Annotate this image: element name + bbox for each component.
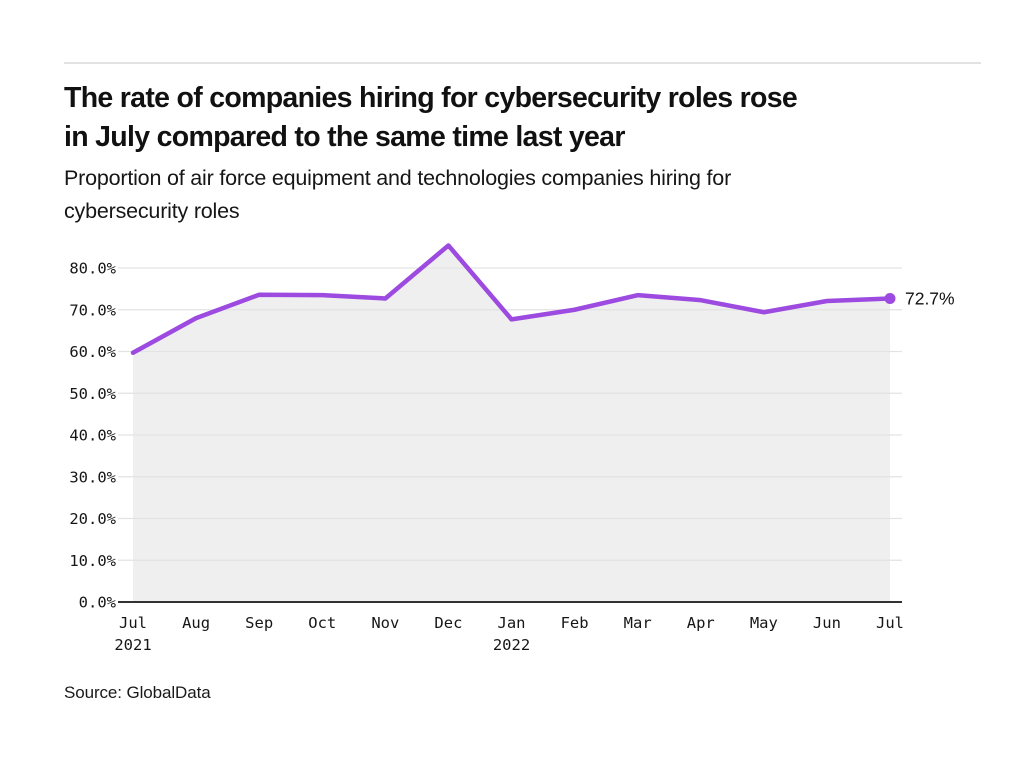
y-tick-label: 30.0% (69, 468, 116, 486)
x-tick-label: Mar (624, 614, 652, 632)
end-point-value-label: 72.7% (905, 288, 955, 308)
chart-subtitle-line-1: Proportion of air force equipment and te… (64, 166, 732, 190)
x-tick-label: Jun (813, 614, 841, 632)
hiring-rate-line-chart: 0.0% 10.0% 20.0% 30.0% 40.0% 50.0% 60.0% 70.0% 8… (69, 243, 955, 654)
page-title-line-1: The rate of companies hiring for cyberse… (64, 82, 798, 114)
x-tick-label: May (750, 614, 778, 632)
x-tick-label: Jul (119, 614, 147, 632)
x-tick-label: Jan (497, 614, 525, 632)
x-tick-year-label: 2022 (493, 636, 530, 654)
y-tick-label: 80.0% (69, 260, 116, 278)
y-tick-label: 20.0% (69, 510, 116, 528)
chart-subtitle: Proportion of air force equipment and te… (64, 162, 731, 228)
y-tick-label: 40.0% (69, 427, 116, 445)
x-tick-label: Dec (434, 614, 462, 632)
chart-subtitle-line-2: cybersecurity roles (64, 199, 240, 223)
x-tick-label: Nov (371, 614, 399, 632)
x-tick-label: Apr (687, 614, 715, 632)
hiring-rate-chart: 0.0% 10.0% 20.0% 30.0% 40.0% 50.0% 60.0% 70.0% 8… (0, 240, 1024, 660)
y-tick-label: 0.0% (79, 594, 117, 612)
y-tick-label: 70.0% (69, 301, 116, 319)
series-line (130, 243, 893, 356)
series-area-fill (133, 245, 890, 602)
source-attribution: Source: GlobalData (64, 683, 211, 702)
page-title: The rate of companies hiring for cyberse… (64, 79, 798, 157)
x-tick-label: Feb (561, 614, 589, 632)
x-tick-label: Jul (876, 614, 904, 632)
x-tick-label: Sep (245, 614, 273, 632)
end-point-dot (884, 292, 896, 304)
x-tick-year-label: 2021 (114, 636, 151, 654)
x-tick-label: Aug (182, 614, 210, 632)
y-tick-label: 10.0% (69, 552, 116, 570)
page-title-line-2: in July compared to the same time last y… (64, 121, 625, 153)
y-tick-label: 50.0% (69, 385, 116, 403)
x-tick-label: Oct (308, 614, 336, 632)
header-divider (64, 62, 981, 64)
y-tick-label: 60.0% (69, 343, 116, 361)
